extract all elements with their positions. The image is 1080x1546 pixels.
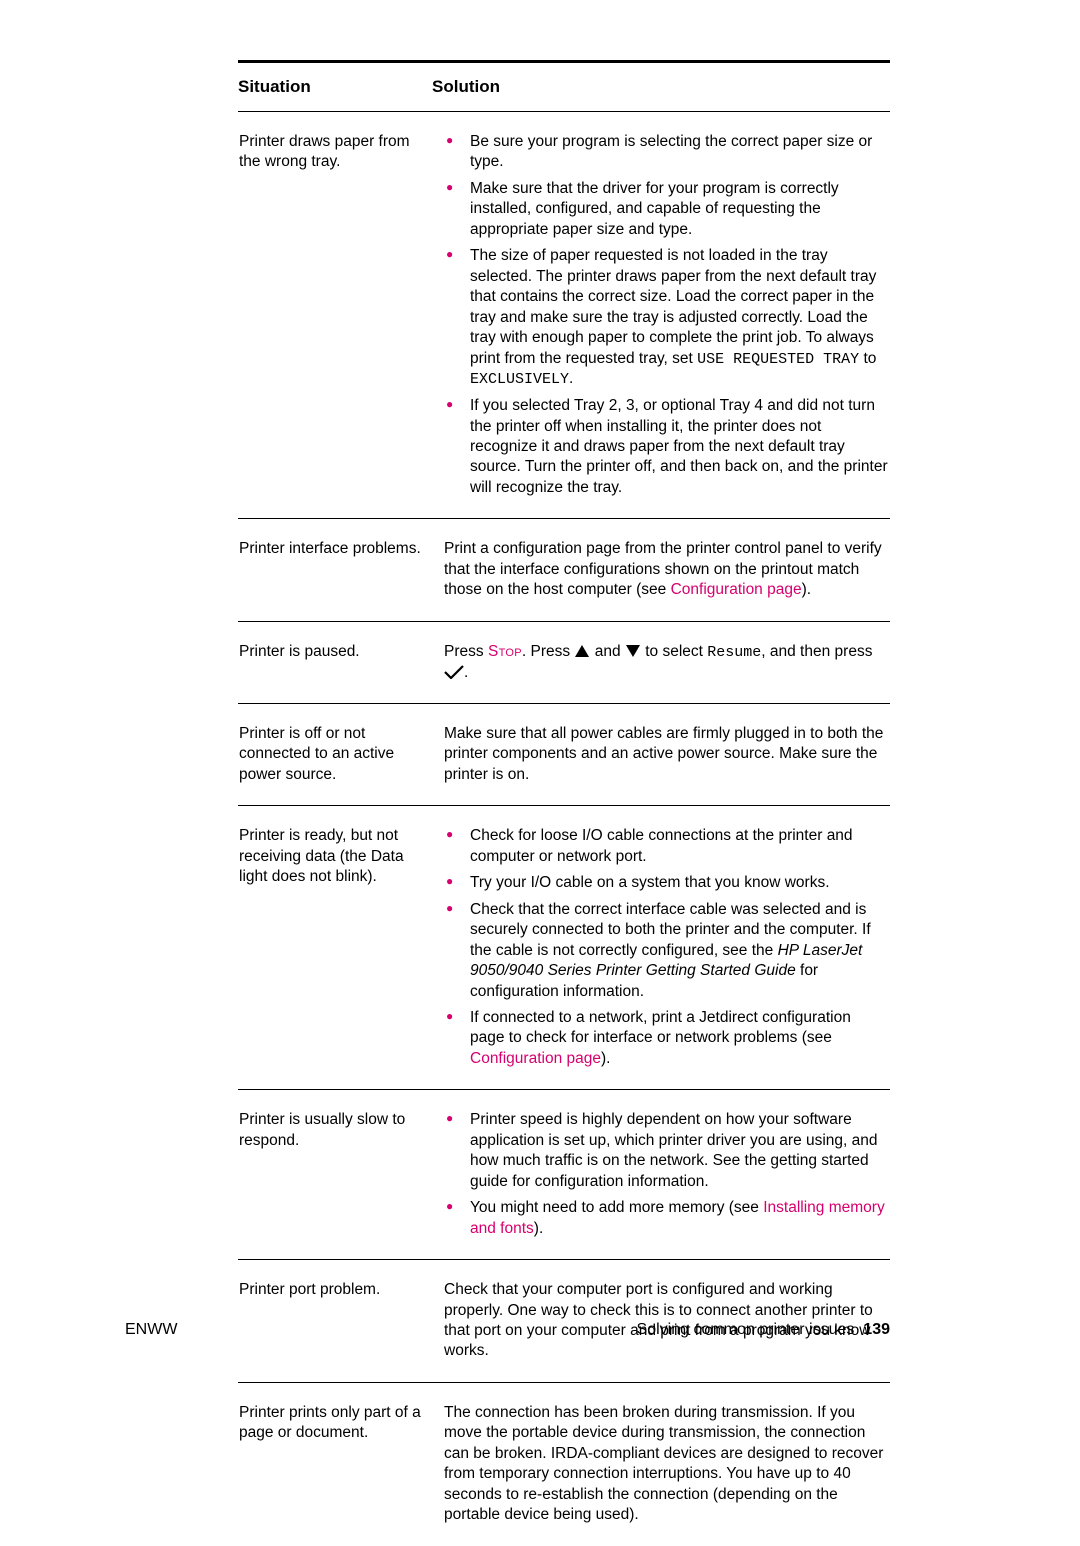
- table-row: Printer prints only part of a page or do…: [238, 1382, 890, 1545]
- solution-bullet: Be sure your program is selecting the co…: [444, 132, 889, 173]
- page: Situation Solution Printer draws paper f…: [0, 0, 1080, 1397]
- text-run: ).: [534, 1220, 543, 1237]
- text-run: Printer speed is highly dependent on how…: [470, 1111, 878, 1189]
- text-run: Make sure that all power cables are firm…: [444, 725, 883, 783]
- text-run: and: [590, 643, 624, 660]
- solution-bullet: Try your I/O cable on a system that you …: [444, 873, 889, 893]
- text-run: .: [569, 370, 573, 387]
- table-row: Printer is usually slow to respond. Print…: [238, 1090, 890, 1260]
- solution-bullet: Check for loose I/O cable connections at…: [444, 826, 889, 867]
- solution-cell: The connection has been broken during tr…: [443, 1382, 890, 1545]
- xref-link[interactable]: Configuration page: [671, 581, 802, 598]
- text-run: If connected to a network, print a Jetdi…: [470, 1009, 851, 1046]
- footer-page-number: 139: [863, 1321, 890, 1338]
- page-footer: ENWW Solving common printer issues 139: [125, 1321, 890, 1339]
- text-run: Be sure your program is selecting the co…: [470, 133, 872, 170]
- text-run: .: [464, 664, 468, 681]
- text-run: Check for loose I/O cable connections at…: [470, 827, 853, 864]
- table-row: Printer interface problems.Print a confi…: [238, 519, 890, 621]
- solution-bullet-list: Check for loose I/O cable connections at…: [444, 826, 889, 1069]
- table-row: Printer is off or not connected to an ac…: [238, 704, 890, 806]
- text-run: to: [859, 350, 876, 367]
- text-run: to select: [641, 643, 707, 660]
- text-run: Make sure that the driver for your progr…: [470, 180, 839, 238]
- check-arrow-icon: [444, 664, 464, 681]
- text-run: . Press: [522, 643, 575, 660]
- solution-cell: Print a configuration page from the prin…: [443, 519, 890, 621]
- situation-cell: Printer is ready, but not receiving data…: [238, 806, 443, 1090]
- table-row: Printer is paused.Press Stop. Press and …: [238, 621, 890, 703]
- text-run: If you selected Tray 2, 3, or optional T…: [470, 397, 888, 496]
- text-run: Try your I/O cable on a system that you …: [470, 874, 830, 891]
- mono-run: Resume: [707, 644, 761, 661]
- table-row: Printer draws paper from the wrong tray.…: [238, 112, 890, 519]
- situation-cell: Printer is off or not connected to an ac…: [238, 704, 443, 806]
- situation-cell: Printer is paused.: [238, 621, 443, 703]
- solution-bullet-list: Printer speed is highly dependent on how…: [444, 1110, 889, 1239]
- solution-bullet: The size of paper requested is not loade…: [444, 246, 889, 390]
- situation-cell: Printer prints only part of a page or do…: [238, 1382, 443, 1545]
- solution-cell: Check for loose I/O cable connections at…: [443, 806, 890, 1090]
- footer-section-title: Solving common printer issues: [637, 1321, 855, 1338]
- solution-bullet: Printer speed is highly dependent on how…: [444, 1110, 889, 1192]
- text-run: The connection has been broken during tr…: [444, 1404, 883, 1523]
- solution-bullet: Make sure that the driver for your progr…: [444, 179, 889, 240]
- solution-bullet: You might need to add more memory (see I…: [444, 1198, 889, 1239]
- solution-cell: Be sure your program is selecting the co…: [443, 112, 890, 519]
- top-rule: [238, 60, 890, 63]
- text-run: , and then press: [761, 643, 872, 660]
- text-run: Print a configuration page from the prin…: [444, 540, 882, 598]
- text-run: ).: [601, 1050, 610, 1067]
- xref-link[interactable]: Configuration page: [470, 1050, 601, 1067]
- table-header-row: Situation Solution: [238, 77, 890, 112]
- solution-bullet: Check that the correct interface cable w…: [444, 900, 889, 1002]
- mono-run: USE REQUESTED TRAY: [697, 351, 859, 368]
- solution-bullet: If connected to a network, print a Jetdi…: [444, 1008, 889, 1069]
- text-run: The size of paper requested is not loade…: [470, 247, 876, 366]
- up-arrow-icon: [574, 643, 590, 660]
- situation-cell: Printer interface problems.: [238, 519, 443, 621]
- text-run: ).: [802, 581, 811, 598]
- table-row: Printer is ready, but not receiving data…: [238, 806, 890, 1090]
- footer-left: ENWW: [125, 1321, 177, 1339]
- situation-cell: Printer is usually slow to respond.: [238, 1090, 443, 1260]
- solution-cell: Printer speed is highly dependent on how…: [443, 1090, 890, 1260]
- solution-cell: Press Stop. Press and to select Resume, …: [443, 621, 890, 703]
- situation-cell: Printer draws paper from the wrong tray.: [238, 112, 443, 519]
- header-solution: Solution: [432, 77, 890, 97]
- text-run: You might need to add more memory (see: [470, 1199, 763, 1216]
- solution-bullet: If you selected Tray 2, 3, or optional T…: [444, 396, 889, 498]
- mono-run: EXCLUSIVELY: [470, 371, 569, 388]
- header-situation: Situation: [238, 77, 432, 97]
- solution-bullet-list: Be sure your program is selecting the co…: [444, 132, 889, 498]
- text-run: Press: [444, 643, 488, 660]
- down-arrow-icon: [625, 643, 641, 660]
- solution-cell: Make sure that all power cables are firm…: [443, 704, 890, 806]
- footer-right: Solving common printer issues 139: [637, 1321, 890, 1339]
- key-label: Stop: [488, 643, 522, 660]
